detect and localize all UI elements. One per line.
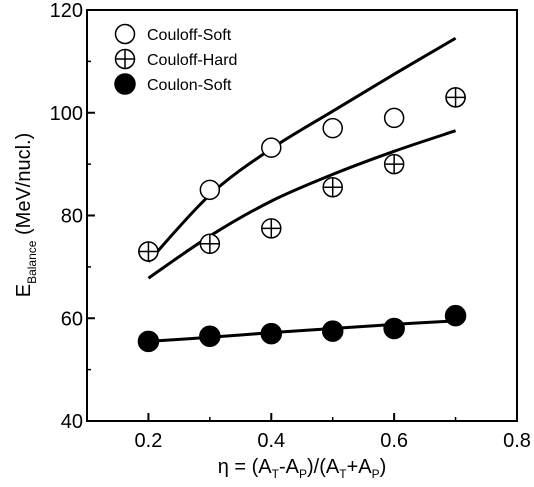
legend-label: Couloff-Hard: [147, 52, 237, 69]
data-point-circle-plus: [322, 176, 343, 198]
x-tick-label: 0.2: [135, 430, 163, 452]
data-point-circle-plus: [445, 87, 466, 108]
x-axis-ticks: 0.2 0.4 0.6 0.8: [86, 413, 531, 452]
data-point-open-circle: [322, 117, 343, 139]
x-tick-label: 0.8: [503, 430, 531, 452]
y-tick-label: 120: [50, 0, 83, 22]
x-axis-label: η = (AT-AP)/(AT+AP): [218, 456, 387, 481]
y-tick-label: 100: [50, 103, 83, 125]
fit-curve: [147, 36, 457, 263]
x-tick-label: 0.4: [257, 430, 285, 452]
data-point-filled-circle: [444, 304, 467, 327]
y-tick-label: 80: [61, 206, 83, 228]
data-point-filled-circle: [260, 322, 283, 345]
y-tick-label: 60: [61, 308, 83, 330]
data-point-circle-plus: [261, 218, 282, 239]
plot-frame: [86, 9, 518, 422]
data-point-circle-plus: [383, 153, 405, 175]
data-point-filled-circle: [137, 330, 160, 353]
x-tick-label: 0.6: [380, 430, 408, 452]
y-axis-ticks: 40 60 80 100 120: [50, 0, 95, 433]
fit-curve: [148, 319, 456, 343]
data-point-circle-plus: [138, 241, 159, 262]
legend: Couloff-Soft Couloff-Hard Coulon-Soft: [114, 23, 237, 95]
data-point-filled-circle: [199, 325, 221, 347]
data-point-open-circle: [199, 179, 221, 201]
data-point-filled-circle: [321, 320, 344, 342]
legend-marker-filled-circle: [114, 73, 136, 95]
data-point-open-circle: [261, 137, 282, 158]
data-point-circle-plus: [199, 233, 221, 255]
legend-marker-circle-plus: [114, 48, 136, 70]
data-point-filled-circle: [383, 317, 405, 340]
y-tick-label: 40: [61, 411, 83, 433]
legend-marker-open-circle: [114, 23, 136, 45]
data-points: [137, 87, 467, 353]
y-axis-label: EBalance (MeV/nucl.): [13, 133, 39, 298]
legend-label: Couloff-Soft: [147, 27, 232, 44]
fit-curve: [147, 129, 457, 280]
legend-label: Coulon-Soft: [147, 77, 232, 94]
data-point-open-circle: [383, 107, 405, 129]
